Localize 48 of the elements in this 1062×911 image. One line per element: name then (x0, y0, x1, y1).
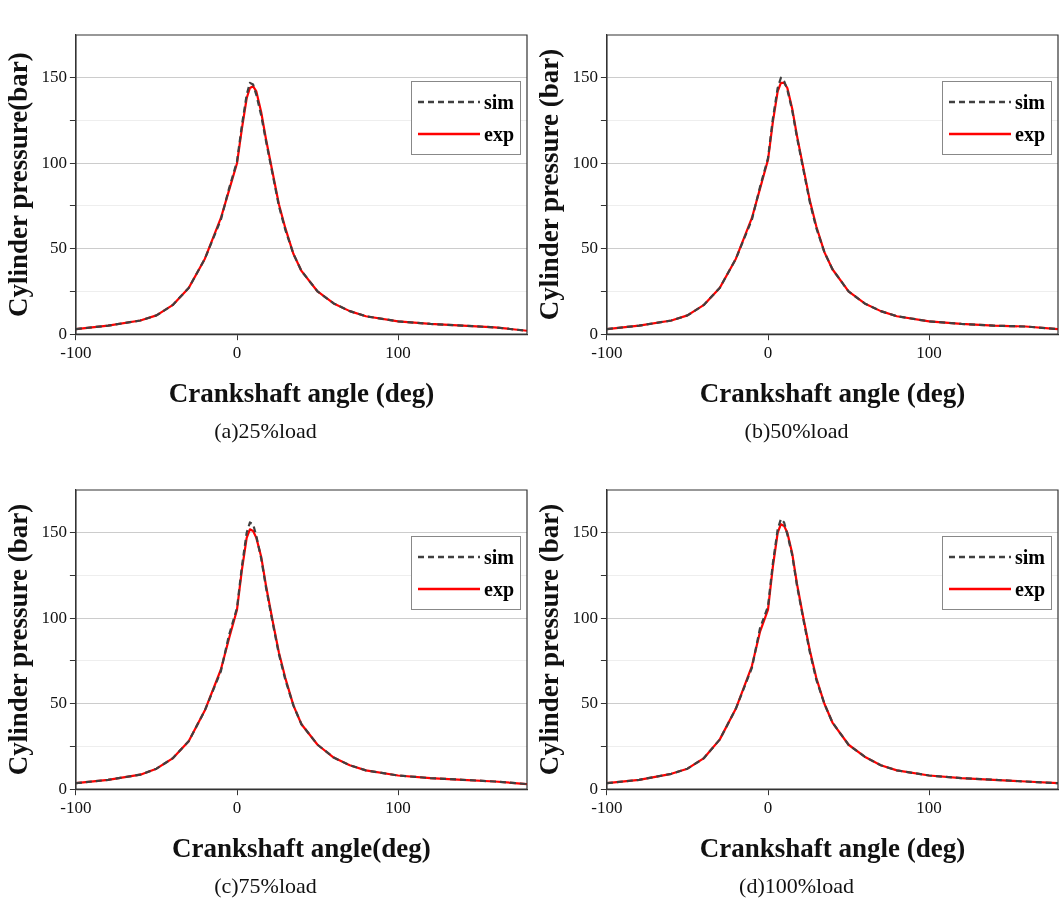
x-tick-label: -100 (591, 797, 623, 817)
y-tick-label: 150 (41, 67, 67, 87)
y-tick-label: 100 (572, 152, 598, 172)
legend-label: sim (1015, 90, 1045, 114)
y-tick-label: 150 (572, 67, 598, 87)
y-tick-label: 100 (572, 607, 598, 627)
legend-label: exp (484, 122, 514, 146)
x-tick-label: 100 (385, 797, 411, 817)
x-axis-title: Crankshaft angle (deg) (699, 832, 966, 863)
y-tick-label: 150 (572, 522, 598, 542)
y-tick-label: 150 (41, 522, 67, 542)
y-tick-label: 50 (580, 693, 598, 713)
text: (c)75%load (213, 873, 318, 899)
x-tick-label: 0 (763, 797, 773, 817)
text: (a)25%load (213, 418, 318, 444)
legend-label: exp (1015, 577, 1045, 601)
text: (d)100%load (738, 873, 855, 899)
legend-label: exp (1015, 122, 1045, 146)
y-axis-title: Cylinder pressure (bar) (534, 503, 565, 776)
x-axis-title: Crankshaft angle(deg) (172, 832, 431, 863)
y-tick-label: 0 (589, 778, 598, 798)
x-tick-label: 100 (916, 797, 942, 817)
x-tick-label: -100 (60, 797, 92, 817)
x-tick-label: -100 (591, 342, 623, 362)
legend-label: sim (484, 90, 514, 114)
x-tick-label: 100 (916, 342, 942, 362)
y-tick-label: 100 (41, 152, 67, 172)
y-axis-title: Cylinder pressure (bar) (3, 503, 34, 776)
y-tick-label: 0 (589, 323, 598, 343)
y-tick-label: 50 (580, 238, 598, 258)
legend-label: exp (484, 577, 514, 601)
x-tick-label: 0 (232, 342, 242, 362)
x-tick-label: 0 (232, 797, 242, 817)
x-tick-label: -100 (60, 342, 92, 362)
y-tick-label: 0 (58, 778, 67, 798)
x-axis-title: Crankshaft angle (deg) (168, 377, 435, 408)
legend-label: sim (1015, 545, 1045, 569)
y-axis-title: Cylinder pressure (bar) (534, 48, 565, 321)
legend-label: sim (484, 545, 514, 569)
y-axis-title: Cylinder pressure(bar) (3, 52, 34, 317)
y-tick-label: 50 (49, 238, 67, 258)
y-tick-label: 100 (41, 607, 67, 627)
y-tick-label: 50 (49, 693, 67, 713)
x-axis-title: Crankshaft angle (deg) (699, 377, 966, 408)
text: (b)50%load (743, 418, 850, 444)
x-tick-label: 0 (763, 342, 773, 362)
y-tick-label: 0 (58, 323, 67, 343)
x-tick-label: 100 (385, 342, 411, 362)
